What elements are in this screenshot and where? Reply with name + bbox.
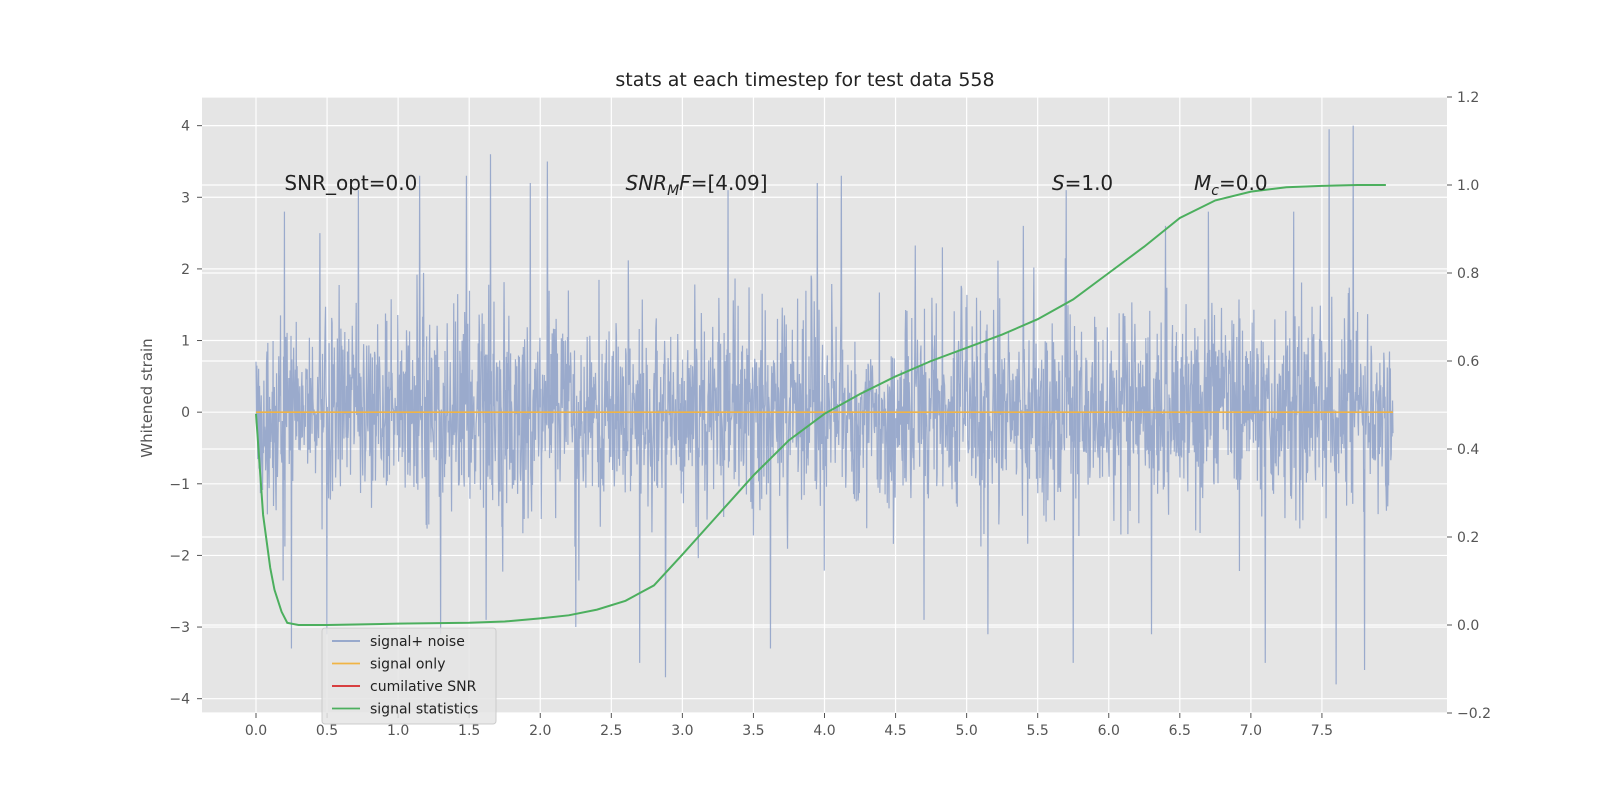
y2-axis-ticks: −0.2 0.0 0.2 0.4 0.6 0.8 1.0 1.2 <box>1447 90 1491 722</box>
y2-tick-label: 1.2 <box>1457 90 1479 106</box>
x-tick-label: 5.5 <box>1027 723 1049 739</box>
x-tick-label: 3.0 <box>671 723 693 739</box>
x-tick-label: 6.5 <box>1169 723 1191 739</box>
y2-tick-label: −0.2 <box>1457 706 1491 722</box>
annotation-segment: c <box>1211 183 1219 199</box>
x-tick-label: 7.5 <box>1311 723 1333 739</box>
annotation-segment: =1.0 <box>1065 171 1114 195</box>
annotation-segment: M <box>1194 171 1211 195</box>
y2-tick-label: 0.8 <box>1457 266 1479 282</box>
annotation-segment: SNR <box>626 171 668 195</box>
y-axis-title: Whitened strain <box>138 338 156 457</box>
y-tick-label: −4 <box>169 692 190 708</box>
series-3 <box>255 184 1386 626</box>
legend-box <box>321 627 497 725</box>
y-tick-label: 4 <box>181 119 190 135</box>
x-tick-label: 2.0 <box>529 723 551 739</box>
annotation-segment: SNR_opt=0.0 <box>284 171 417 195</box>
series-line-signal-statistics <box>255 184 1386 626</box>
legend-label: signal statistics <box>370 702 478 718</box>
annotation-segment: =0.0 <box>1219 171 1268 195</box>
x-tick-label: 1.0 <box>387 723 409 739</box>
x-tick-label: 4.0 <box>813 723 835 739</box>
y-axis-ticks: −4 −3 −2 −1 0 1 2 3 4 <box>169 119 202 708</box>
annotation-segment: F <box>679 171 691 195</box>
x-tick-label: 7.0 <box>1240 723 1262 739</box>
y-tick-label: 3 <box>181 190 190 206</box>
x-tick-label: 2.5 <box>600 723 622 739</box>
x-tick-label: 3.5 <box>742 723 764 739</box>
x-tick-label: 1.5 <box>458 723 480 739</box>
legend-label: signal only <box>370 657 445 673</box>
annotation-snr-opt: SNR_opt=0.0 <box>284 171 417 195</box>
annotation-segment: =[4.09] <box>691 171 768 195</box>
series-0 <box>255 125 1394 685</box>
legend-label: signal+ noise <box>370 634 465 650</box>
series-line-signal-plus-noise <box>255 125 1394 685</box>
y-tick-label: 1 <box>181 334 190 350</box>
annotation-s: S=1.0 <box>1052 171 1113 195</box>
x-tick-label: 0.0 <box>245 723 267 739</box>
y-tick-label: −3 <box>169 620 190 636</box>
y2-tick-label: 0.2 <box>1457 530 1479 546</box>
x-tick-label: 5.0 <box>955 723 977 739</box>
y-tick-label: −2 <box>169 548 190 564</box>
legend: signal+ noise signal only cumilative SNR si… <box>321 627 497 725</box>
y-tick-label: 2 <box>181 262 190 278</box>
y-tick-label: −1 <box>169 477 190 493</box>
annotation-mc: Mc=0.0 <box>1194 171 1268 199</box>
annotation-segment: S <box>1052 171 1065 195</box>
y2-tick-label: 0.6 <box>1457 354 1479 370</box>
x-axis-ticks: 0.0 0.5 1.0 1.5 2.0 2.5 3.0 3.5 4.0 4.5 5.0 5.5 6.0 6… <box>245 713 1333 739</box>
annotation-snr-mf: SNRMF=[4.09] <box>626 171 768 199</box>
annotations: SNR_opt=0.0 SNRMF=[4.09] S=1.0 Mc=0.0 <box>284 171 1267 199</box>
chart-title: stats at each timestep for test data 558 <box>615 69 994 91</box>
x-tick-label: 6.0 <box>1098 723 1120 739</box>
y2-tick-label: 1.0 <box>1457 178 1479 194</box>
y2-tick-label: 0.4 <box>1457 442 1479 458</box>
y2-tick-label: 0.0 <box>1457 618 1479 634</box>
x-tick-label: 4.5 <box>884 723 906 739</box>
legend-label: cumilative SNR <box>370 679 477 695</box>
annotation-segment: M <box>667 183 679 199</box>
y-tick-label: 0 <box>181 405 190 421</box>
x-tick-label: 0.5 <box>316 723 338 739</box>
